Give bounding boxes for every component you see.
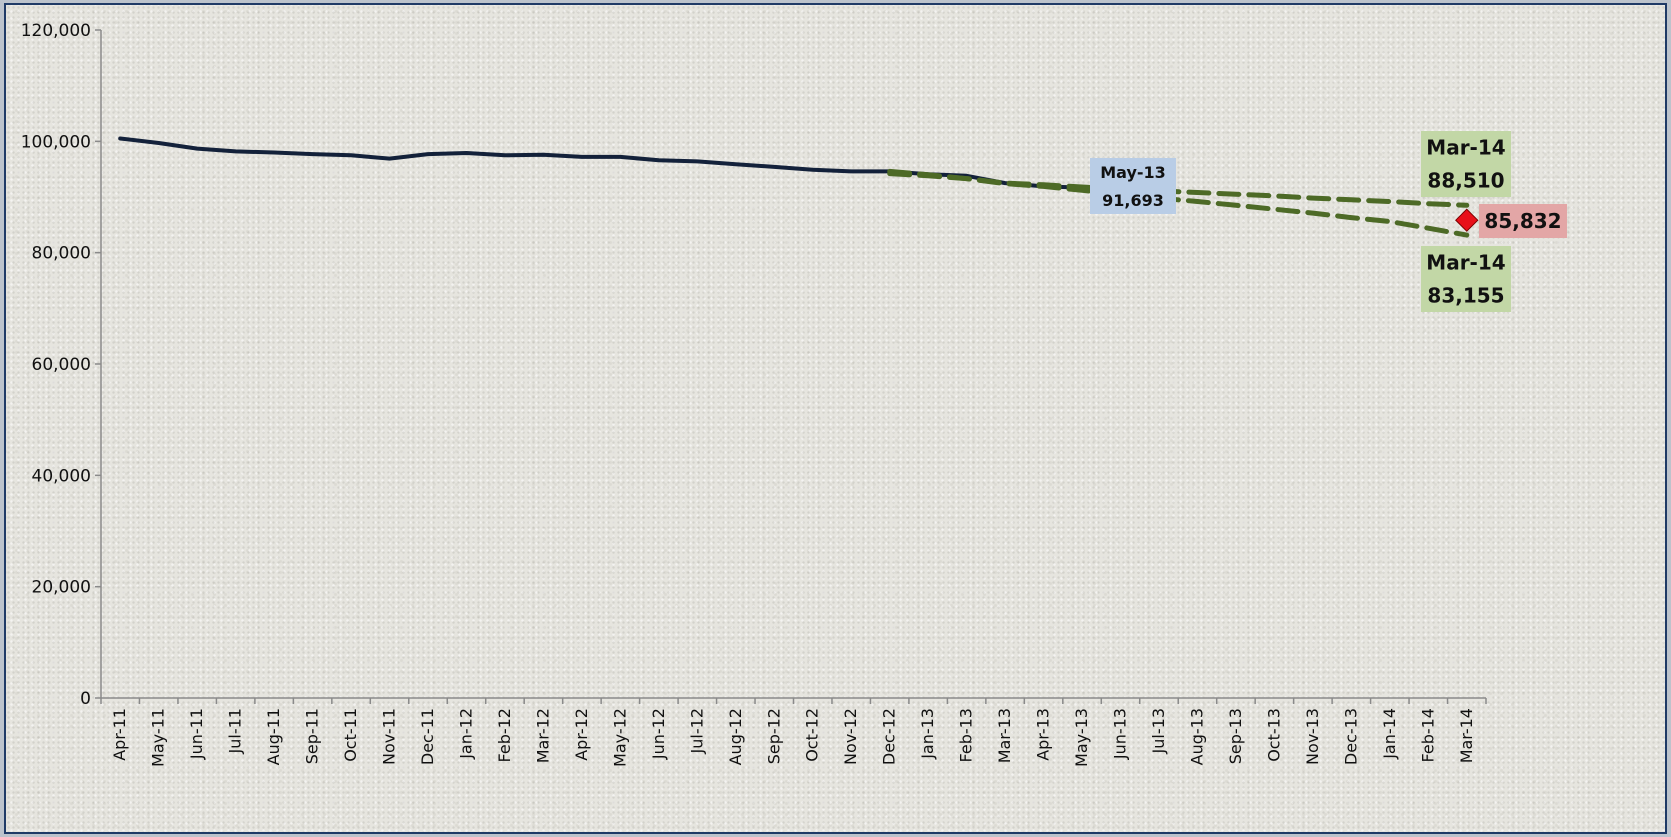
x-tick-label: Jul-12 xyxy=(687,708,706,754)
y-tick-label: 100,000 xyxy=(21,132,91,152)
x-tick-label: Jun-13 xyxy=(1111,708,1130,760)
x-tick-label: Aug-13 xyxy=(1187,708,1206,765)
x-tick-label: Feb-14 xyxy=(1418,708,1437,762)
y-tick-label: 20,000 xyxy=(32,578,91,598)
x-tick-label: Nov-13 xyxy=(1303,708,1322,765)
x-tick-label: Jan-12 xyxy=(456,708,475,760)
x-tick-label: Oct-13 xyxy=(1264,708,1283,762)
x-tick-label: May-13 xyxy=(1072,708,1091,767)
x-tick-label: Mar-12 xyxy=(533,708,552,763)
x-tick-label: Oct-12 xyxy=(803,708,822,762)
annotation-may13-box xyxy=(1090,158,1176,214)
annotation-may13-text: May-13 xyxy=(1100,163,1166,182)
y-tick-label: 120,000 xyxy=(21,21,91,41)
line-chart: 0 20,000 40,000 60,000 80,000 100,000 120,000 A… xyxy=(21,21,1567,767)
x-tick-label: Feb-12 xyxy=(495,708,514,762)
x-tick-label: Jun-11 xyxy=(187,708,206,760)
x-tick-label: Nov-12 xyxy=(841,708,860,765)
y-tick-label: 60,000 xyxy=(32,355,91,375)
x-tick-label: Jul-11 xyxy=(226,708,245,754)
annotation-mar14_high-text: 88,510 xyxy=(1427,169,1504,193)
x-tick-label: Apr-12 xyxy=(572,708,591,761)
x-tick-label: Feb-13 xyxy=(957,708,976,762)
actual-line xyxy=(118,136,1084,190)
x-tick-label: Aug-12 xyxy=(726,708,745,765)
chart-frame: 0 20,000 40,000 60,000 80,000 100,000 120,000 A… xyxy=(4,3,1667,834)
x-tick-label: Apr-13 xyxy=(1034,708,1053,761)
annotation-mar14_point-text: 85,832 xyxy=(1484,209,1561,233)
forecast-line-2 xyxy=(887,171,1470,238)
x-tick-label: Jan-13 xyxy=(918,708,937,760)
annotation-may13-text: 91,693 xyxy=(1102,191,1164,210)
y-tick-label: 40,000 xyxy=(32,466,91,486)
x-tick-label: Jul-13 xyxy=(1149,708,1168,754)
x-tick-label: Mar-14 xyxy=(1457,708,1476,763)
annotation-mar14_low-box xyxy=(1421,246,1511,312)
x-tick-label: Aug-11 xyxy=(264,708,283,765)
annotation-mar14_low-text: Mar-14 xyxy=(1426,251,1505,275)
x-tick-label: Dec-11 xyxy=(418,708,437,765)
x-tick-label: Jun-12 xyxy=(649,708,668,760)
x-tick-label: Sep-13 xyxy=(1226,708,1245,764)
x-tick-label: Oct-11 xyxy=(341,708,360,762)
annotation-mar14_high-text: Mar-14 xyxy=(1426,136,1505,160)
x-tick-label: Apr-11 xyxy=(110,708,129,761)
x-tick-label: Mar-13 xyxy=(995,708,1014,763)
y-tick-label: 80,000 xyxy=(32,244,91,264)
x-tick-label: May-11 xyxy=(149,708,168,767)
x-tick-label: Jan-14 xyxy=(1380,708,1399,760)
x-tick-label: May-12 xyxy=(610,708,629,767)
x-tick-label: Sep-12 xyxy=(764,708,783,764)
x-tick-label: Dec-13 xyxy=(1341,708,1360,765)
y-tick-label: 0 xyxy=(80,689,91,709)
annotation-mar14_low-text: 83,155 xyxy=(1427,284,1504,308)
x-tick-label: Sep-11 xyxy=(303,708,322,764)
x-tick-label: Nov-11 xyxy=(380,708,399,765)
forecast-point-marker xyxy=(1455,208,1479,232)
annotation-mar14_point-box xyxy=(1479,204,1567,238)
x-tick-label: Dec-12 xyxy=(880,708,899,765)
annotation-mar14_high-box xyxy=(1421,131,1511,197)
